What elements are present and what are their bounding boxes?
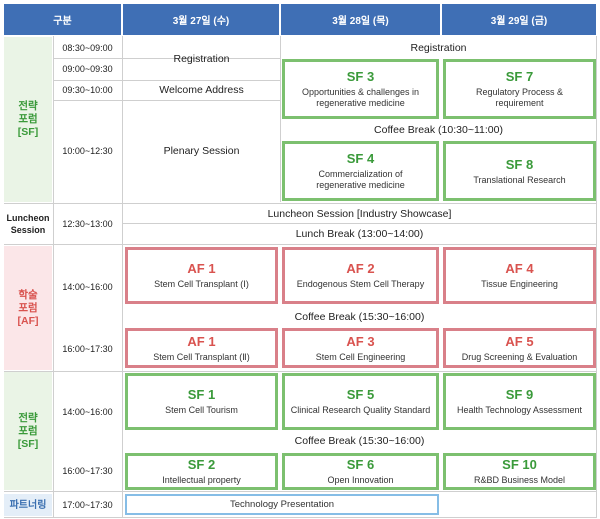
technology-presentation[interactable]: Technology Presentation <box>125 494 439 515</box>
session-sf10[interactable]: SF 10 R&BD Business Model <box>443 453 596 490</box>
session-af4[interactable]: AF 4 Tissue Engineering <box>443 247 596 304</box>
session-sf7[interactable]: SF 7 Regulatory Process & requirement <box>443 59 596 119</box>
session-code: AF 2 <box>346 261 375 276</box>
session-title: Intellectual property <box>162 475 241 485</box>
time-slot: 09:00~09:30 <box>62 64 113 74</box>
session-title: Endogenous Stem Cell Therapy <box>296 279 425 289</box>
header-day3: 3월 29일 (금) <box>442 4 596 35</box>
day1-plenary-session: Plenary Session <box>163 145 240 157</box>
session-af2[interactable]: AF 2 Endogenous Stem Cell Therapy <box>282 247 439 304</box>
category-partnering: 파트너링 <box>4 494 52 516</box>
time-slot: 12:30~13:00 <box>62 219 113 229</box>
session-code: AF 1 <box>187 333 216 349</box>
session-title: Commercialization of regenerative medici… <box>316 169 405 190</box>
header-day1: 3월 27일 (수) <box>123 4 279 35</box>
header-category: 구분 <box>4 4 121 35</box>
session-title: Open Innovation <box>327 475 394 485</box>
lunch-break: Lunch Break (13:00~14:00) <box>295 228 424 240</box>
session-code: AF 4 <box>505 261 534 276</box>
session-af5[interactable]: AF 5 Drug Screening & Evaluation <box>443 328 596 368</box>
luncheon-session: Luncheon Session [Industry Showcase] <box>267 207 452 220</box>
session-title: Opportunities & challenges in regenerati… <box>301 87 420 108</box>
time-slot: 16:00~17:30 <box>62 344 113 354</box>
session-title: Stem Cell Transplant (Ⅰ) <box>154 279 249 289</box>
session-title: Drug Screening & Evaluation <box>461 351 578 362</box>
category-academic-forum: 학술 포럼 [AF] <box>4 246 52 370</box>
session-title: Stem Cell Engineering <box>315 351 406 362</box>
session-title: R&BD Business Model <box>473 475 566 485</box>
session-title: Translational Research <box>473 174 566 185</box>
session-sf2[interactable]: SF 2 Intellectual property <box>125 453 278 490</box>
day1-welcome-address: Welcome Address <box>159 84 244 96</box>
days23-coffee-break-morning: Coffee Break (10:30~11:00) <box>374 124 503 136</box>
session-sf5[interactable]: SF 5 Clinical Research Quality Standard <box>282 373 439 430</box>
header-day2: 3월 28일 (목) <box>281 4 440 35</box>
time-slot: 14:00~16:00 <box>62 282 113 292</box>
session-code: SF 1 <box>187 387 216 402</box>
session-code: AF 3 <box>346 333 375 349</box>
session-code: AF 1 <box>187 261 216 276</box>
session-code: SF 10 <box>502 457 537 472</box>
session-title: Stem Cell Tourism <box>165 405 238 415</box>
session-code: SF 4 <box>346 151 375 166</box>
time-slot: 14:00~16:00 <box>62 407 113 417</box>
coffee-break-sf: Coffee Break (15:30~16:00) <box>294 435 425 447</box>
session-af1-part2[interactable]: AF 1 Stem Cell Transplant (Ⅱ) <box>125 328 278 368</box>
session-af1-part1[interactable]: AF 1 Stem Cell Transplant (Ⅰ) <box>125 247 278 304</box>
session-af3[interactable]: AF 3 Stem Cell Engineering <box>282 328 439 368</box>
time-slot: 10:00~12:30 <box>62 146 113 156</box>
time-slot: 17:00~17:30 <box>62 500 113 510</box>
session-code: SF 8 <box>505 156 534 172</box>
session-title: Regulatory Process & requirement <box>475 87 564 108</box>
session-code: SF 9 <box>505 387 534 402</box>
session-title: Technology Presentation <box>229 499 335 510</box>
session-code: SF 7 <box>505 69 534 84</box>
session-sf9[interactable]: SF 9 Health Technology Assessment <box>443 373 596 430</box>
session-title: Health Technology Assessment <box>457 405 582 415</box>
session-sf6[interactable]: SF 6 Open Innovation <box>282 453 439 490</box>
day1-registration: Registration <box>173 52 230 65</box>
time-slot: 09:30~10:00 <box>62 85 113 95</box>
category-strategic-forum-top: 전략 포럼 [SF] <box>4 37 52 202</box>
session-title: Tissue Engineering <box>481 279 558 289</box>
session-title: Clinical Research Quality Standard <box>290 405 431 415</box>
time-slot: 08:30~09:00 <box>62 42 113 53</box>
session-code: SF 5 <box>346 387 375 402</box>
session-sf1[interactable]: SF 1 Stem Cell Tourism <box>125 373 278 430</box>
session-title: Stem Cell Transplant (Ⅱ) <box>153 351 250 362</box>
session-sf3[interactable]: SF 3 Opportunities & challenges in regen… <box>282 59 439 119</box>
session-sf8[interactable]: SF 8 Translational Research <box>443 141 596 201</box>
session-code: SF 6 <box>346 457 375 472</box>
session-sf4[interactable]: SF 4 Commercialization of regenerative m… <box>282 141 439 201</box>
category-strategic-forum-bottom: 전략 포럼 [SF] <box>4 372 52 490</box>
session-code: AF 5 <box>505 333 534 349</box>
days23-registration: Registration <box>410 41 467 54</box>
time-slot: 16:00~17:30 <box>62 466 113 476</box>
session-code: SF 3 <box>346 69 375 84</box>
category-luncheon-session: Luncheon Session <box>4 205 52 243</box>
session-code: SF 2 <box>187 457 216 472</box>
coffee-break-af: Coffee Break (15:30~16:00) <box>294 310 425 323</box>
